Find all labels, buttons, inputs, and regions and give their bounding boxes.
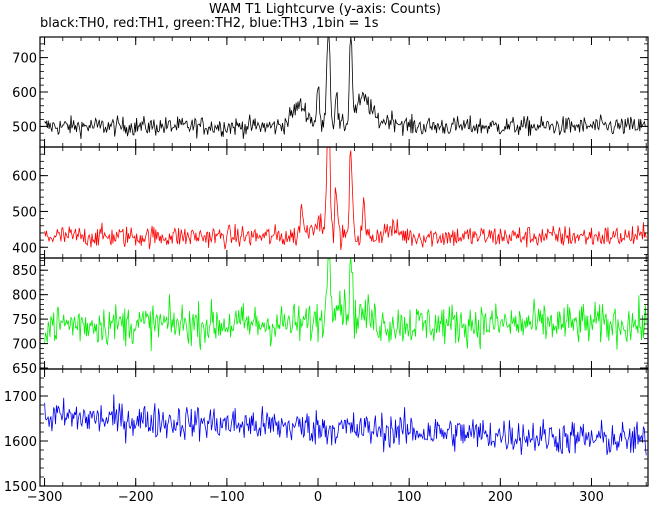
y-tick-label: 500: [12, 120, 37, 135]
y-tick-label: 650: [12, 362, 37, 377]
y-tick-label: 500: [12, 205, 37, 220]
x-tick-label: 100: [397, 490, 422, 505]
y-tick-label: 700: [12, 338, 37, 353]
panel-frame-th0: [39, 36, 649, 148]
chart-title: WAM T1 Lightcurve (y-axis: Counts): [209, 2, 441, 17]
y-tick-label: 400: [12, 241, 37, 256]
y-tick-label: 1600: [4, 435, 37, 450]
y-tick-label: 600: [12, 86, 37, 101]
x-tick-label: 200: [488, 490, 513, 505]
y-tick-label: 700: [12, 52, 37, 67]
y-tick-label: 800: [12, 289, 37, 304]
series-th3-line: [44, 394, 647, 456]
y-tick-label: 750: [12, 313, 37, 328]
y-tick-label: 1700: [4, 390, 37, 405]
y-tick-label: 600: [12, 170, 37, 185]
y-tick-label: 1500: [4, 480, 37, 495]
x-tick-label: 0: [314, 490, 322, 505]
chart-subtitle: black:TH0, red:TH1, green:TH2, blue:TH3 …: [40, 16, 379, 31]
panel-frame-th1: [39, 146, 649, 259]
panel-frame-th3: [39, 368, 649, 487]
x-tick-label: −200: [118, 490, 154, 505]
series-th1-line: [44, 146, 647, 251]
x-tick-label: −300: [27, 490, 63, 505]
series-th2-line: [44, 257, 647, 351]
x-tick-label: −100: [209, 490, 245, 505]
y-tick-label: 850: [12, 264, 37, 279]
x-tick-label: 300: [579, 490, 604, 505]
series-th0-line: [44, 36, 647, 140]
